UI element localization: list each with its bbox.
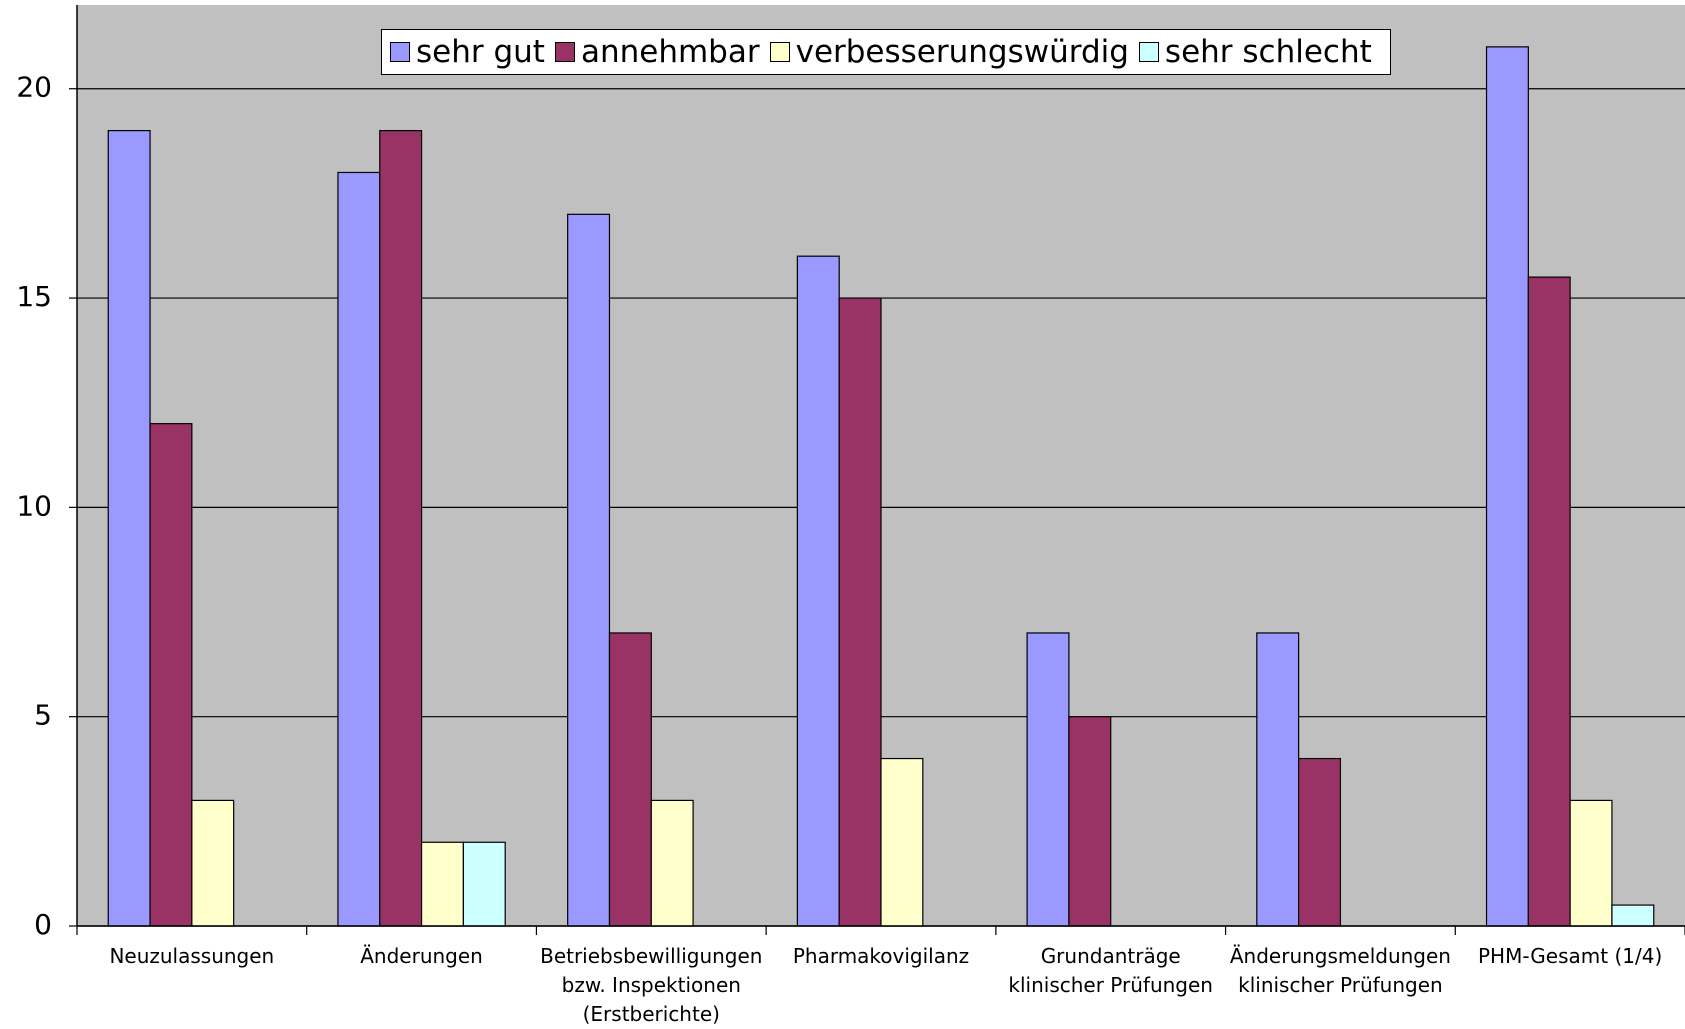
bar bbox=[608, 632, 652, 927]
legend-label: verbesserungswürdig bbox=[795, 34, 1129, 70]
y-tick-label: 5 bbox=[34, 699, 52, 732]
legend-item: annehmbar bbox=[554, 34, 760, 70]
bar bbox=[1611, 904, 1655, 927]
legend-label: sehr gut bbox=[416, 34, 545, 70]
x-tick-label: Änderungen bbox=[360, 944, 483, 968]
bar bbox=[1256, 632, 1300, 927]
bar bbox=[420, 841, 464, 927]
y-tick-label: 15 bbox=[16, 280, 52, 313]
bar bbox=[462, 841, 506, 927]
bar bbox=[1527, 276, 1571, 927]
bar bbox=[337, 171, 381, 927]
legend-item: sehr gut bbox=[390, 34, 545, 70]
legend-label: sehr schlecht bbox=[1164, 34, 1372, 70]
bar bbox=[650, 799, 694, 927]
legend-item: verbesserungswürdig bbox=[769, 34, 1129, 70]
y-tick-label: 10 bbox=[16, 489, 52, 522]
x-tick-label: PHM-Gesamt (1/4) bbox=[1478, 944, 1663, 968]
bar bbox=[1068, 716, 1112, 927]
bar bbox=[379, 129, 423, 927]
x-tick-label: Neuzulassungen bbox=[109, 944, 275, 968]
bar bbox=[149, 423, 193, 927]
y-tick-label: 20 bbox=[16, 71, 52, 104]
bar bbox=[1026, 632, 1070, 927]
bar bbox=[796, 255, 840, 927]
x-tick-label: Grundanträge klinischer Prüfungen bbox=[1008, 944, 1213, 997]
bar bbox=[880, 757, 924, 927]
legend: sehr gut annehmbar verbesserungswürdig sehr… bbox=[381, 29, 1391, 75]
bar bbox=[1485, 46, 1529, 927]
bar bbox=[107, 129, 151, 927]
x-tick-label: Pharmakovigilanz bbox=[792, 944, 970, 968]
bar bbox=[191, 799, 235, 927]
x-tick-label: Betriebsbewilligungen bzw. Inspektionen … bbox=[540, 944, 763, 1026]
x-tick-label: Änderungsmeldungen klinischer Prüfungen bbox=[1229, 944, 1451, 997]
legend-label: annehmbar bbox=[580, 34, 760, 70]
y-tick-label: 0 bbox=[34, 908, 52, 941]
bar bbox=[1298, 757, 1342, 927]
legend-swatch bbox=[390, 42, 410, 62]
legend-swatch bbox=[769, 42, 790, 62]
legend-swatch bbox=[554, 42, 575, 62]
legend-item: sehr schlecht bbox=[1138, 34, 1372, 70]
bar bbox=[1569, 799, 1613, 927]
bar bbox=[567, 213, 611, 927]
bar bbox=[838, 297, 882, 927]
legend-swatch bbox=[1138, 42, 1159, 62]
